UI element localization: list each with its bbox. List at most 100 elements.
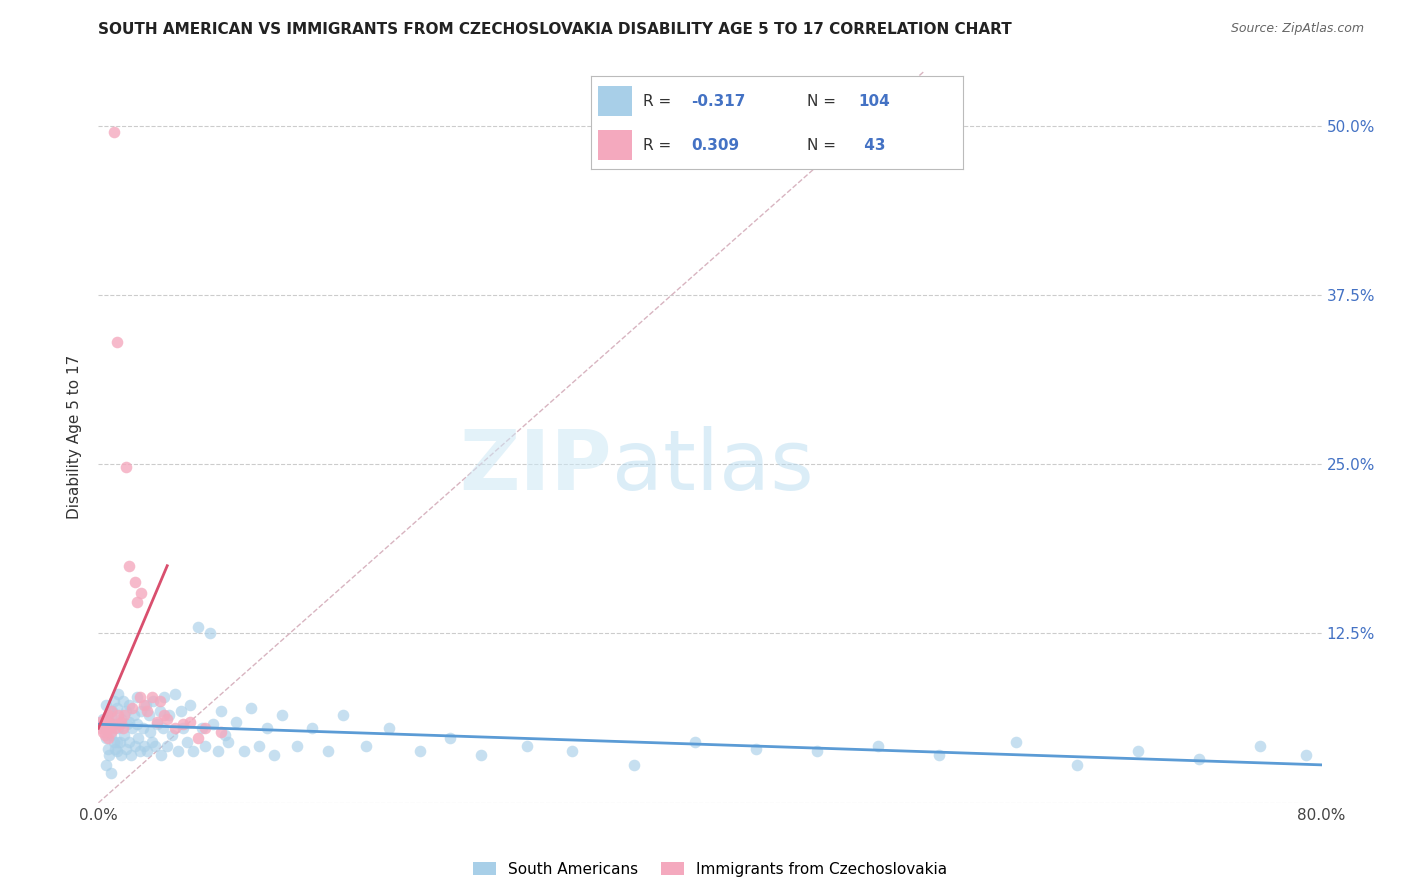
Point [127, 731, 149, 745]
Point [232, 744, 254, 758]
Point [561, 744, 583, 758]
Point [118, 714, 141, 729]
Point [316, 744, 339, 758]
Point [1004, 735, 1026, 749]
Point [117, 717, 139, 731]
Point [91, 712, 114, 726]
Point [439, 731, 461, 745]
Point [125, 595, 148, 609]
Point [93, 721, 115, 735]
Point [105, 735, 128, 749]
Point [98, 714, 121, 729]
Text: 43: 43 [859, 137, 886, 153]
Point [120, 748, 142, 763]
Legend: South Americans, Immigrants from Czechoslovakia: South Americans, Immigrants from Czechos… [467, 855, 953, 883]
Point [124, 739, 146, 753]
Point [110, 714, 132, 729]
Point [134, 698, 156, 713]
Point [98, 721, 121, 735]
Point [187, 620, 209, 634]
Point [107, 688, 129, 702]
Point [683, 735, 706, 749]
Point [100, 704, 122, 718]
Point [167, 744, 190, 758]
Point [89, 714, 111, 729]
Point [207, 744, 229, 758]
Point [1249, 739, 1271, 753]
Text: 0.309: 0.309 [692, 137, 740, 153]
Point [97, 707, 120, 722]
Text: Source: ZipAtlas.com: Source: ZipAtlas.com [1230, 22, 1364, 36]
Point [94, 731, 117, 745]
Point [194, 739, 217, 753]
Point [121, 701, 143, 715]
Point [1188, 752, 1211, 766]
Point [332, 707, 354, 722]
Point [163, 688, 186, 702]
Text: SOUTH AMERICAN VS IMMIGRANTS FROM CZECHOSLOVAKIA DISABILITY AGE 5 TO 17 CORRELAT: SOUTH AMERICAN VS IMMIGRANTS FROM CZECHO… [98, 22, 1012, 37]
Point [141, 690, 163, 705]
Point [100, 728, 122, 742]
Point [129, 704, 152, 718]
Point [94, 717, 117, 731]
Point [105, 335, 128, 350]
Point [105, 744, 128, 758]
Point [103, 125, 125, 139]
Point [145, 717, 167, 731]
Point [194, 721, 217, 735]
Point [118, 558, 141, 573]
Point [139, 725, 162, 739]
Point [198, 626, 221, 640]
Bar [598, 87, 631, 116]
Point [806, 744, 828, 758]
Point [98, 714, 121, 729]
Point [94, 698, 117, 713]
Point [150, 748, 173, 763]
Point [111, 694, 134, 708]
Point [107, 721, 129, 735]
Point [118, 735, 141, 749]
Point [103, 735, 125, 749]
Point [108, 735, 131, 749]
Point [145, 714, 167, 729]
Point [111, 721, 134, 735]
Point [93, 712, 115, 726]
Point [263, 748, 285, 763]
Point [270, 707, 292, 722]
Text: R =: R = [643, 94, 676, 109]
Point [181, 744, 204, 758]
Point [149, 704, 172, 718]
Point [209, 704, 232, 718]
Point [152, 721, 174, 735]
Point [107, 707, 129, 722]
Point [101, 717, 124, 731]
Point [470, 748, 492, 763]
Point [134, 739, 156, 753]
Point [135, 698, 157, 713]
Point [110, 748, 132, 763]
Point [105, 701, 128, 715]
Bar [598, 130, 631, 160]
Point [179, 714, 201, 729]
Point [90, 721, 112, 735]
Point [156, 739, 179, 753]
Text: R =: R = [643, 137, 676, 153]
Text: ZIP: ZIP [460, 425, 612, 507]
Point [240, 701, 263, 715]
Point [104, 721, 127, 735]
Point [623, 757, 645, 772]
Point [163, 721, 186, 735]
Point [143, 739, 166, 753]
Point [217, 735, 239, 749]
Point [122, 707, 145, 722]
Point [98, 748, 121, 763]
Point [104, 717, 127, 731]
Point [124, 574, 146, 589]
Text: 104: 104 [859, 94, 890, 109]
Point [172, 717, 194, 731]
Point [160, 728, 183, 742]
Point [1128, 744, 1150, 758]
Point [191, 721, 214, 735]
Point [100, 707, 122, 722]
Point [118, 698, 141, 713]
